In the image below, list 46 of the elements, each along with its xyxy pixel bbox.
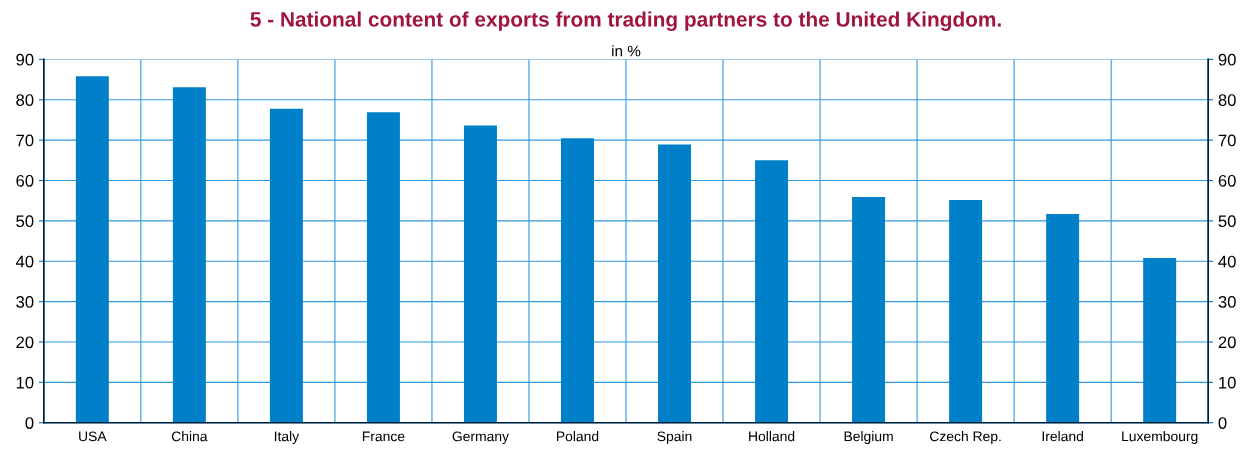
y-tick-label: 0	[25, 417, 34, 429]
y-tick-label: 40	[15, 255, 34, 268]
x-tick-label: Italy	[274, 431, 300, 445]
y2-tick-label: 50	[1218, 215, 1236, 228]
x-tick-label: USA	[79, 431, 107, 442]
bar	[1046, 214, 1080, 423]
bar	[949, 199, 983, 423]
y2-tick-label: 30	[1218, 296, 1236, 308]
x-tick-label: China	[171, 431, 208, 442]
x-tick-label: Belgium	[844, 431, 893, 445]
x-tick-label: Holland	[749, 431, 795, 442]
bar	[755, 160, 789, 423]
x-tick-label: Czech Rep.	[930, 431, 1001, 445]
chart-title: 5 - National content of exports from trading partners to the United Kingdom.	[250, 11, 1001, 31]
y2-tick-label: 20	[1218, 336, 1236, 349]
y-tick-label: 30	[16, 296, 34, 308]
bar	[75, 76, 109, 423]
y-tick-label: 80	[16, 94, 34, 106]
bar	[658, 144, 692, 423]
bar	[560, 138, 594, 423]
x-tick-label: Ireland	[1042, 431, 1083, 442]
x-tick-label: Germany	[452, 431, 509, 445]
bar	[172, 87, 206, 423]
y2-tick-label: 70	[1218, 134, 1236, 147]
bar	[852, 197, 886, 423]
y-tick-label: 50	[16, 215, 34, 228]
y2-tick-label: 90	[1218, 53, 1236, 66]
y2-tick-label: 80	[1218, 94, 1236, 106]
bar	[463, 125, 497, 423]
y-tick-label: 20	[16, 336, 34, 349]
y-tick-label: 60	[16, 174, 34, 187]
y-tick-label: 90	[16, 53, 34, 66]
y-tick-label: 10	[16, 376, 34, 389]
bar	[269, 108, 303, 423]
y2-tick-label: 10	[1219, 376, 1236, 389]
bar	[366, 112, 400, 423]
y2-tick-label: 0	[1218, 417, 1227, 429]
y-tick-label: 70	[16, 134, 34, 147]
bar	[1143, 258, 1177, 423]
y2-tick-label: 40	[1218, 255, 1236, 268]
x-tick-label: Spain	[657, 431, 692, 445]
x-tick-label: France	[362, 431, 405, 442]
chart-subtitle: in %	[612, 45, 641, 57]
y2-tick-label: 60	[1218, 174, 1236, 187]
x-tick-label: Luxembourg	[1122, 431, 1198, 445]
x-tick-label: Poland	[557, 431, 599, 442]
